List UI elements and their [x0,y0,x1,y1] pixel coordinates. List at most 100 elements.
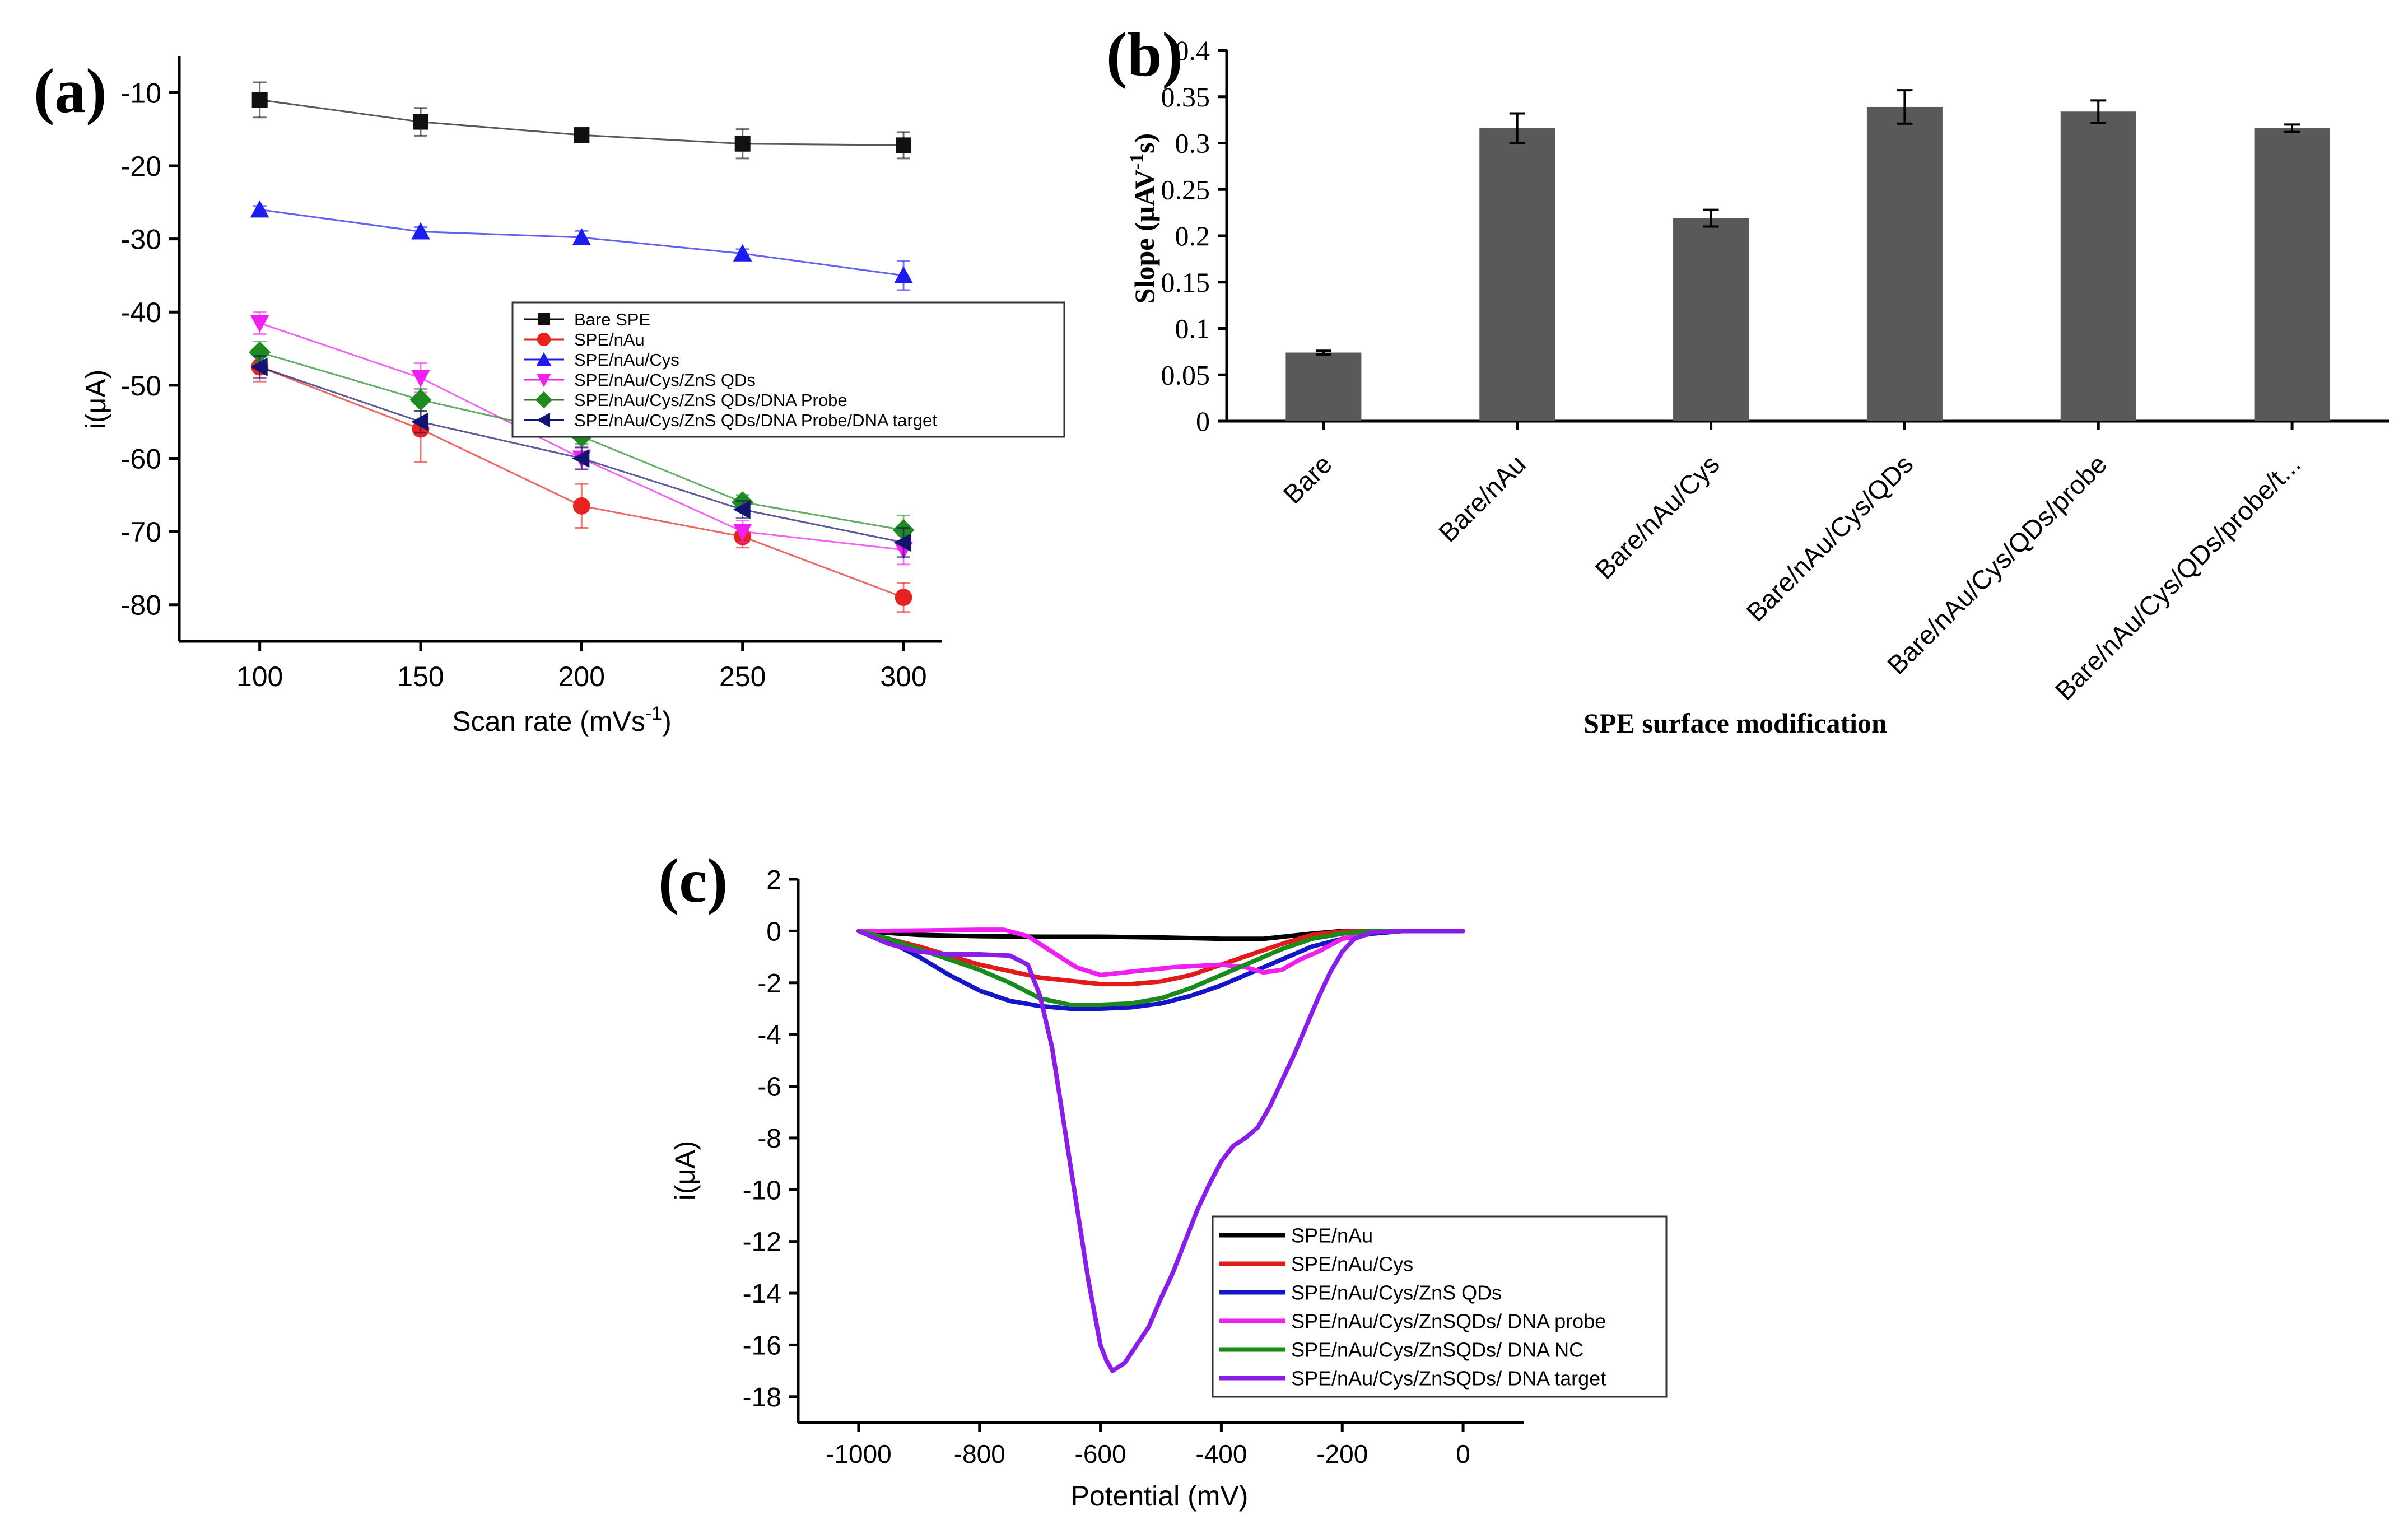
panel-c-legend-label: SPE/nAu/Cys/ZnSQDs/ DNA NC [1291,1339,1583,1362]
panel-a-legend-marker [538,313,550,325]
panel-a-data-point [250,357,268,376]
panel-a-x-tick-label: 100 [236,661,283,692]
panel-a-data-point [409,389,432,411]
panel-c-axes: 2 0 -2 -4 -6 -8 -10 -12 -14 -16 -18 -1000 -800 -600 -4… [743,865,1524,1468]
panel-a-label: (a) [34,57,107,126]
panel-b-y-tick-label: 0.35 [1161,81,1210,113]
panel-c-y-tick-label: -12 [743,1228,781,1257]
panel-c-y-tick-label: -8 [757,1124,781,1154]
panel-a-data-point [250,315,269,333]
panel-a-x-axis-label: Scan rate (mVs-1) [452,703,671,737]
panel-c-y-tick-label: -4 [757,1020,781,1050]
panel-a-data-point [572,449,590,468]
panel-b-bars [1285,89,2330,422]
panel-b-bar [2254,128,2330,421]
panel-c-line-chart: (c) 2 0 -2 -4 -6 -8 -10 -12 -14 -16 -18 -1000 -800 -6… [658,846,1668,1512]
panel-a-data-point [574,127,590,143]
panel-a-x-tick-label: 200 [558,661,605,692]
panel-a-data-point [733,524,752,541]
panel-a-y-tick-label: -30 [121,224,161,255]
panel-a-data-point [413,114,429,130]
panel-a-y-tick-label: -80 [121,590,161,621]
panel-c-x-tick-label: -600 [1075,1439,1126,1468]
panel-a-data-point [249,341,271,363]
panel-c-x-tick-label: 0 [1456,1439,1470,1468]
panel-b-category-label: Bare/nAu/Cys/QDs [1740,449,1918,627]
panel-b-y-tick-label: 0.3 [1175,128,1210,159]
panel-c-x-tick-label: -200 [1316,1439,1368,1468]
panel-a-y-axis-label: i(μA) [80,370,111,430]
panel-b-category-label: Bare [1277,449,1338,510]
panel-a-legend-label: SPE/nAu/Cys/ZnS QDs/DNA Probe/DNA target [574,411,937,430]
panel-a-y-tick-label: -50 [121,370,161,402]
panel-c-legend-label: SPE/nAu/Cys/ZnSQDs/ DNA target [1291,1367,1606,1390]
panel-c-y-tick-label: -2 [757,969,781,999]
panel-a-legend-label: Bare SPE [574,310,650,329]
panel-a-data-point [733,244,752,262]
panel-b-bar [2060,111,2136,422]
panel-a-y-tick-label: -40 [121,297,161,328]
panel-c-y-tick-label: 0 [766,917,781,946]
panel-c-legend: SPE/nAu SPE/nAu/Cys SPE/nAu/Cys/ZnS QDs SPE… [1212,1215,1668,1398]
panel-c-series-line [856,929,1466,1373]
panel-c-label: (c) [658,846,728,916]
panel-c-y-tick-label: 2 [766,865,781,895]
panel-b-y-tick-label: 0.2 [1175,220,1210,251]
panel-c-series [856,927,1466,1373]
panel-a-data-point [894,266,913,283]
panel-a-axes: -10 -20 -30 -40 -50 -60 -70 -80 100 150 200 250 300 [121,56,942,692]
panel-a-data-point [734,136,751,152]
panel-b-bar [1285,352,1362,421]
panel-a-legend-label: SPE/nAu/Cys/ZnS QDs [574,370,756,390]
panel-a-legend-label: SPE/nAu/Cys [574,350,679,370]
panel-a-x-tick-label: 300 [880,661,926,692]
panel-c-series-line [856,929,1466,1008]
panel-b-y-tick-label: 0.1 [1175,313,1210,344]
panel-b-y-tick-label: 0.25 [1161,174,1210,205]
panel-b-category-label: Bare/nAu/Cys [1589,449,1725,585]
panel-a-data-point [895,589,912,607]
panel-a-data-point [411,222,430,240]
panel-a-legend-box [511,301,1065,438]
panel-a-data-point [411,370,430,388]
panel-c-x-tick-label: -1000 [826,1439,892,1468]
panel-b-bar [1673,218,1749,421]
panel-c-y-tick-label: -18 [743,1383,781,1412]
panel-c-series-line [856,927,1466,977]
panel-a-legend-label: SPE/nAu [574,330,645,349]
panel-a-legend-marker [536,374,552,388]
panel-c-y-tick-label: -16 [743,1331,781,1360]
panel-a-data-point [894,533,912,552]
panel-b-y-tick-label: 0 [1196,405,1210,437]
panel-b-y-axis-label: Slope (μAV-1s) [1126,133,1160,304]
panel-a-y-tick-label: -10 [121,77,161,109]
panel-a-legend: Bare SPESPE/nAuSPE/nAu/CysSPE/nAu/Cys/Zn… [511,301,1065,438]
panel-c-y-tick-label: -10 [743,1176,781,1205]
panel-a-data-point [572,228,591,245]
panel-c-x-tick-label: -800 [954,1439,1005,1468]
panel-c-y-tick-label: -6 [757,1073,781,1102]
panel-c-legend-label: SPE/nAu [1291,1224,1373,1247]
panel-a-legend-marker [535,391,553,409]
panel-a-data-point [411,412,429,431]
panel-b-label: (b) [1106,20,1183,90]
panel-c-y-axis-label: i(μA) [669,1141,701,1201]
panel-a-legend-label: SPE/nAu/Cys/ZnS QDs/DNA Probe [574,390,847,410]
panel-a-data-point [733,500,751,519]
panel-c-x-axis-label: Potential (mV) [1071,1480,1249,1512]
panel-c-legend-label: SPE/nAu/Cys/ZnS QDs [1291,1281,1502,1304]
panel-a-x-tick-label: 250 [719,661,766,692]
panel-c-legend-box [1212,1215,1668,1398]
panel-a-y-tick-label: -20 [121,151,161,182]
panel-a-legend-marker [536,352,552,366]
panel-a-line-chart: (a) -10 -20 -30 -40 -50 -60 -70 -80 100 150 200 250… [34,56,1065,737]
panel-c-y-tick-label: -14 [743,1279,781,1309]
panel-a-y-tick-label: -60 [121,443,161,474]
panel-a-data-point [572,497,590,515]
panel-c-legend-label: SPE/nAu/Cys [1291,1253,1413,1276]
panel-a-series [249,81,915,613]
panel-b-y-tick-label: 0.4 [1175,35,1210,66]
panel-a-data-point [251,92,268,108]
panel-a-data-point [896,137,912,153]
